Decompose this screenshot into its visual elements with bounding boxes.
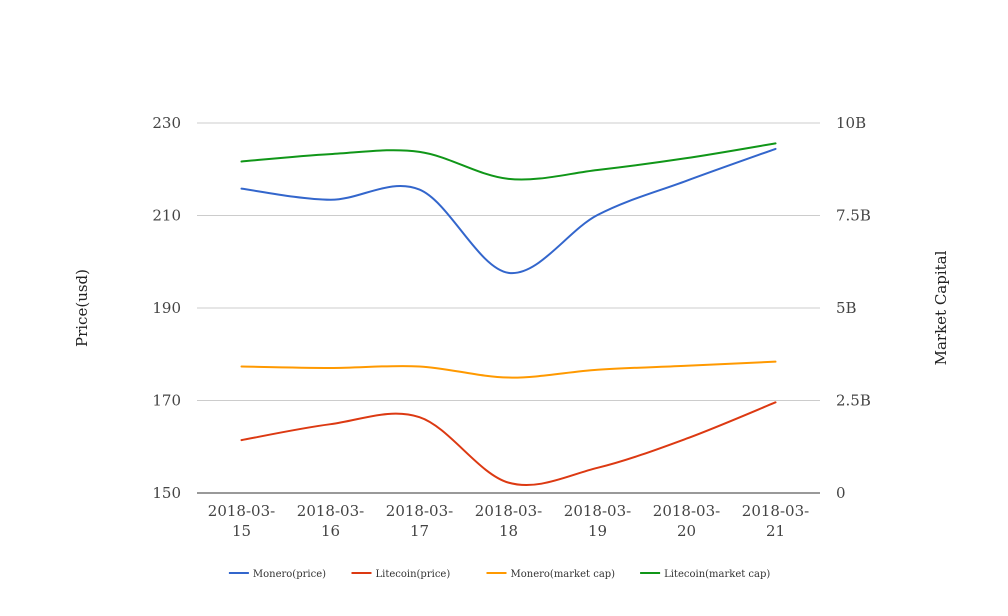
- x-axis-tick-label: 2018-03-19: [564, 502, 631, 540]
- legend: Monero(price) Litecoin(price) Monero(marke…: [228, 569, 770, 580]
- x-axis-tick-label: 2018-03-20: [653, 502, 720, 540]
- y-axis-left-title: Price(usd): [73, 269, 91, 347]
- y-axis-left-tick-label: 230: [152, 114, 181, 132]
- y-axis-left-tick-label: 150: [152, 484, 181, 502]
- y-axis-right-tick-label: 2.5B: [836, 392, 871, 410]
- y-axis-right-ticks: 0 2.5B 5B 7.5B 10B: [836, 114, 871, 502]
- y-axis-right-title: Market Capital: [932, 250, 950, 365]
- x-axis-tick-label: 2018-03-18: [475, 502, 542, 540]
- y-axis-right-tick-label: 7.5B: [836, 207, 871, 225]
- gridlines: [197, 122, 820, 494]
- y-axis-left-tick-label: 210: [152, 207, 181, 225]
- y-axis-left-tick-label: 190: [152, 299, 181, 317]
- y-axis-left-tick-label: 170: [152, 392, 181, 410]
- legend-item[interactable]: Monero(price): [228, 569, 326, 580]
- y-axis-right-tick-label: 5B: [836, 299, 857, 317]
- legend-label: Litecoin(market cap): [664, 569, 770, 580]
- y-axis-left-ticks: 150 170 190 210 230: [152, 114, 181, 502]
- series-line: [240, 401, 777, 487]
- x-axis-tick-label: 2018-03-16: [297, 502, 364, 540]
- series-line: [240, 147, 777, 274]
- series-line: [240, 142, 777, 181]
- legend-item[interactable]: Litecoin(market cap): [640, 569, 770, 580]
- x-axis-ticks: 2018-03-15 2018-03-16 2018-03-17 2018-03-18…: [208, 502, 809, 540]
- series-lines: [240, 142, 777, 487]
- legend-label: Monero(market cap): [511, 569, 616, 580]
- x-axis-tick-label: 2018-03-15: [208, 502, 275, 540]
- legend-item[interactable]: Monero(market cap): [486, 569, 616, 580]
- x-axis-tick-label: 2018-03-21: [742, 502, 809, 540]
- x-axis-tick-label: 2018-03-17: [386, 502, 453, 540]
- y-axis-right-tick-label: 10B: [836, 114, 866, 132]
- legend-item[interactable]: Litecoin(price): [351, 569, 451, 580]
- legend-label: Monero(price): [253, 569, 326, 580]
- series-line: [240, 360, 777, 379]
- y-axis-right-tick-label: 0: [836, 484, 846, 502]
- legend-label: Litecoin(price): [376, 569, 451, 580]
